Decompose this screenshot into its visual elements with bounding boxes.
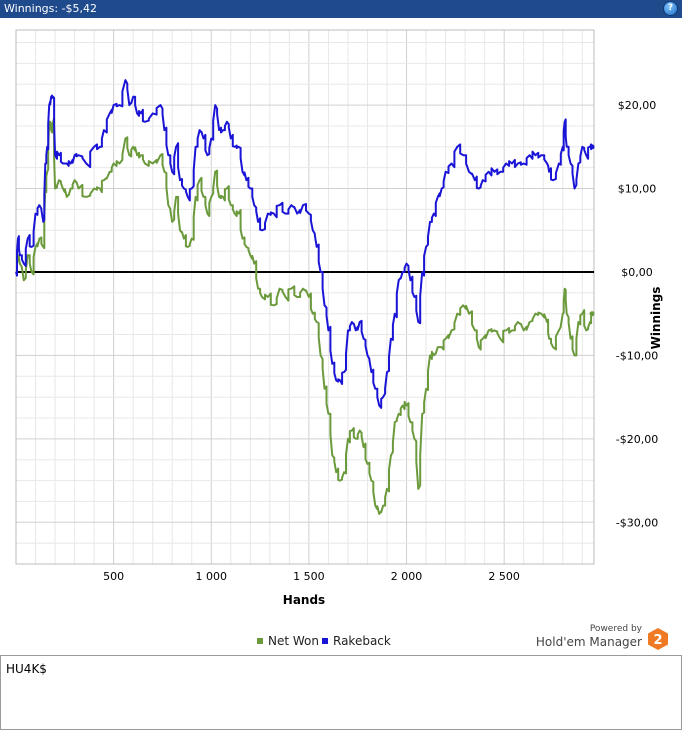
chart-grid	[16, 30, 594, 565]
legend-label-rakeback: Rakeback	[333, 634, 391, 648]
series-end-point	[589, 144, 595, 150]
x-tick-label: 1 500	[293, 570, 325, 583]
notes-text: HU4K$	[6, 662, 47, 676]
hem-logo-icon: 2	[648, 628, 668, 650]
notes-textarea[interactable]: HU4K$	[0, 655, 682, 730]
product-name: Hold'em Manager	[535, 635, 642, 649]
x-tick-label: 500	[103, 570, 124, 583]
legend-swatch-rakeback	[322, 637, 328, 644]
x-tick-label: 2 500	[488, 570, 520, 583]
y-tick-label: $20,00	[618, 99, 657, 112]
chart-axes: 500 1 000 1 500 2 000 2 500 $20,00 $10,00 $0,00…	[15, 29, 658, 583]
y-tick-label: -$30,00	[616, 516, 658, 529]
y-tick-label: $10,00	[618, 183, 657, 196]
y-tick-label: $0,00	[621, 266, 653, 279]
x-axis-label: Hands	[283, 593, 325, 607]
window-titlebar: Winnings: -$5,42 ?	[0, 0, 682, 18]
series-line-net-won	[15, 117, 593, 515]
legend-item-net-won[interactable]: Net Won	[257, 634, 319, 648]
window-title: Winnings: -$5,42	[4, 2, 98, 15]
hem-logo-number: 2	[653, 633, 662, 648]
winnings-chart: 500 1 000 1 500 2 000 2 500 $20,00 $10,00 $0,00…	[15, 29, 663, 607]
question-icon[interactable]: ?	[664, 2, 677, 15]
y-tick-label: -$10,00	[616, 349, 658, 362]
x-tick-label: 2 000	[391, 570, 423, 583]
series-end-point	[589, 311, 595, 317]
legend-label-net-won: Net Won	[268, 634, 319, 648]
series-line-rakeback	[15, 79, 593, 409]
plot-border	[15, 29, 595, 565]
powered-by-label: Powered by	[589, 624, 642, 634]
legend-item-rakeback[interactable]: Rakeback	[322, 634, 391, 648]
y-axis-label: Winnings	[649, 287, 663, 350]
plot-area	[16, 30, 594, 564]
x-tick-label: 1 000	[196, 570, 228, 583]
chart-series	[15, 79, 595, 515]
y-tick-label: -$20,00	[616, 433, 658, 446]
legend-swatch-net-won	[257, 637, 263, 644]
